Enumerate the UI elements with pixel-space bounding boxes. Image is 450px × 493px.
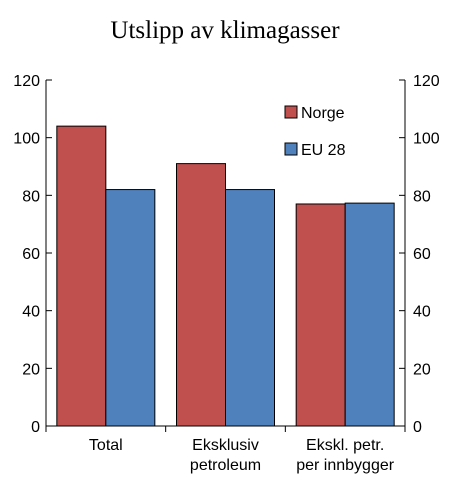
y-tick-label-left: 40 xyxy=(22,304,40,321)
bar-eu-28-0 xyxy=(105,189,156,427)
category-label-line: petroleum xyxy=(190,457,261,474)
bar-norge-1 xyxy=(176,163,226,427)
y-tick-label-right: 120 xyxy=(413,73,440,90)
legend-label-eu-28: EU 28 xyxy=(301,142,346,159)
y-tick-label-left: 0 xyxy=(31,419,40,436)
category-label-line: Ekskl. petr. xyxy=(306,437,384,454)
bar-norge-0 xyxy=(56,125,107,427)
y-tick-label-right: 80 xyxy=(413,188,431,205)
y-tick-label-left: 60 xyxy=(22,246,40,263)
bar-norge-2 xyxy=(295,203,346,427)
y-tick-label-left: 20 xyxy=(22,361,40,378)
y-tick-label-right: 100 xyxy=(413,131,440,148)
category-label-1: Eksklusiv petroleum xyxy=(190,437,261,474)
y-tick-label-right: 60 xyxy=(413,246,431,263)
category-label-line: Total xyxy=(89,437,123,454)
y-tick-label-left: 120 xyxy=(13,73,40,90)
y-tick-label-right: 40 xyxy=(413,304,431,321)
bar-eu-28-2 xyxy=(344,202,395,427)
plot-area: Total Eksklusiv petroleum Ekskl. petr. per i… xyxy=(13,73,440,474)
legend-swatch-norge xyxy=(284,105,298,119)
legend-swatch-eu-28 xyxy=(284,142,298,156)
y-tick-label-left: 80 xyxy=(22,188,40,205)
y-tick-label-right: 0 xyxy=(413,419,422,436)
bar-eu-28-1 xyxy=(225,189,275,427)
category-label-0: Total xyxy=(89,437,123,454)
category-label-line: per innbygger xyxy=(296,457,395,474)
category-label-line: Eksklusiv xyxy=(192,437,259,454)
chart-title: Utslipp av klimagasser xyxy=(110,17,340,44)
y-tick-label-left: 100 xyxy=(13,131,40,148)
legend-label-norge: Norge xyxy=(301,105,345,122)
category-label-2: Ekskl. petr. per innbygger xyxy=(296,437,395,474)
y-tick-label-right: 20 xyxy=(413,361,431,378)
